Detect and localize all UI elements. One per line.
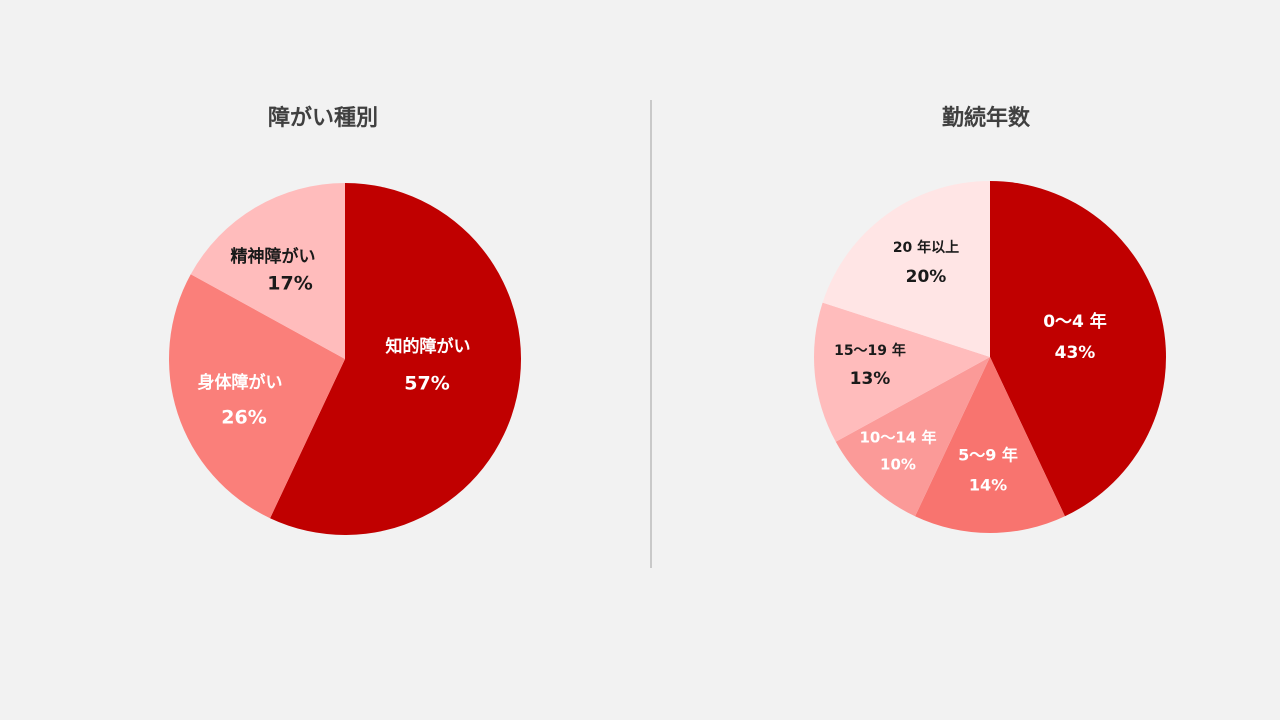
chart-divider (650, 100, 652, 568)
pie-slice-1-1 (915, 357, 1065, 534)
pie-slice-1-3 (814, 302, 990, 442)
slice-percent-1-4: 20% (906, 267, 947, 287)
pie-slice-0-2 (190, 183, 345, 359)
slice-percent-1-3: 13% (850, 369, 891, 389)
slice-percent-1-1: 14% (969, 476, 1007, 495)
slice-label-0-2: 精神障がい (231, 246, 316, 267)
slice-percent-0-0: 57% (404, 373, 449, 395)
pie-slice-1-4 (822, 181, 990, 357)
slice-percent-1-2: 10% (880, 456, 916, 474)
slice-percent-1-0: 43% (1055, 343, 1096, 363)
pie-slice-0-0 (270, 183, 521, 535)
slice-label-1-0: 0～4 年 (1043, 311, 1107, 332)
chart-title-disability-type: 障がい種別 (267, 106, 378, 131)
pie-slice-0-1 (168, 274, 345, 519)
slice-label-0-0: 知的障がい (385, 336, 471, 357)
pie-slice-1-2 (835, 357, 990, 517)
slice-label-1-4: 20 年以上 (893, 239, 959, 256)
slice-percent-0-1: 26% (221, 407, 266, 429)
chart-title-years-of-service: 勤続年数 (941, 106, 1030, 131)
slice-label-0-1: 身体障がい (198, 372, 283, 393)
slice-label-1-1: 5～9 年 (958, 446, 1018, 465)
pie-slice-1-0 (990, 181, 1166, 517)
slice-label-1-3: 15～19 年 (834, 342, 906, 359)
slice-label-1-2: 10～14 年 (860, 429, 937, 447)
slice-percent-0-2: 17% (267, 273, 312, 295)
